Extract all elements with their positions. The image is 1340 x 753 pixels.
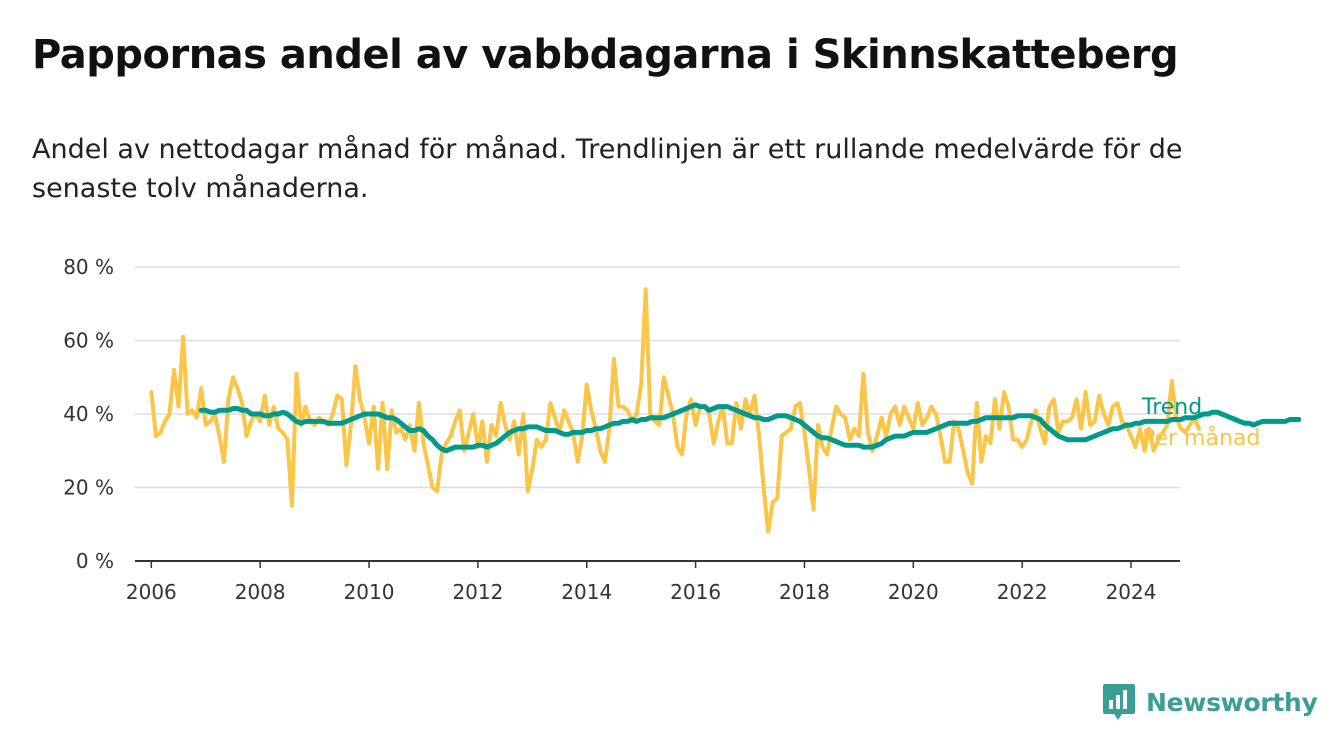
- x-tick-label: 2018: [779, 580, 830, 604]
- x-tick-label: 2016: [670, 580, 721, 604]
- legend: Trend Per månad: [1141, 395, 1260, 451]
- series-line-trend: [198, 402, 1302, 454]
- brand-name: Newsworthy: [1146, 687, 1318, 717]
- x-tick-label: 2012: [452, 580, 503, 604]
- y-tick-label: 80 %: [63, 255, 114, 279]
- chart-title: Pappornas andel av vabbdagarna i Skinnsk…: [32, 32, 1179, 78]
- y-tick-label: 20 %: [63, 476, 114, 500]
- chart-subtitle: Andel av nettodagar månad för månad. Tre…: [32, 134, 1183, 204]
- y-tick-label: 60 %: [63, 329, 114, 353]
- legend-label-per-manad: Per månad: [1142, 425, 1260, 451]
- x-tick-label: 2024: [1106, 580, 1157, 604]
- x-tick-label: 2022: [997, 580, 1048, 604]
- x-tick-label: 2008: [235, 580, 286, 604]
- x-axis: 2006 2008 2010 2012 2014 2016 2018 2020 2022 2024: [126, 561, 1157, 604]
- line-chart: 0 % 20 % 40 % 60 % 80 % 2006 2008 2010 2012 2014…: [63, 255, 1302, 604]
- x-tick-label: 2010: [344, 580, 395, 604]
- y-axis: 0 % 20 % 40 % 60 % 80 %: [63, 255, 114, 573]
- series-lines: [149, 287, 1302, 534]
- newsworthy-logo-icon: [1103, 684, 1135, 720]
- brand: Newsworthy: [1102, 682, 1318, 722]
- x-tick-label: 2020: [888, 580, 939, 604]
- series-line-per-manad: [149, 287, 1201, 534]
- x-tick-label: 2014: [561, 580, 612, 604]
- y-tick-label: 0 %: [76, 549, 114, 573]
- y-tick-label: 40 %: [63, 402, 114, 426]
- x-tick-label: 2006: [126, 580, 177, 604]
- legend-label-trend: Trend: [1141, 395, 1202, 420]
